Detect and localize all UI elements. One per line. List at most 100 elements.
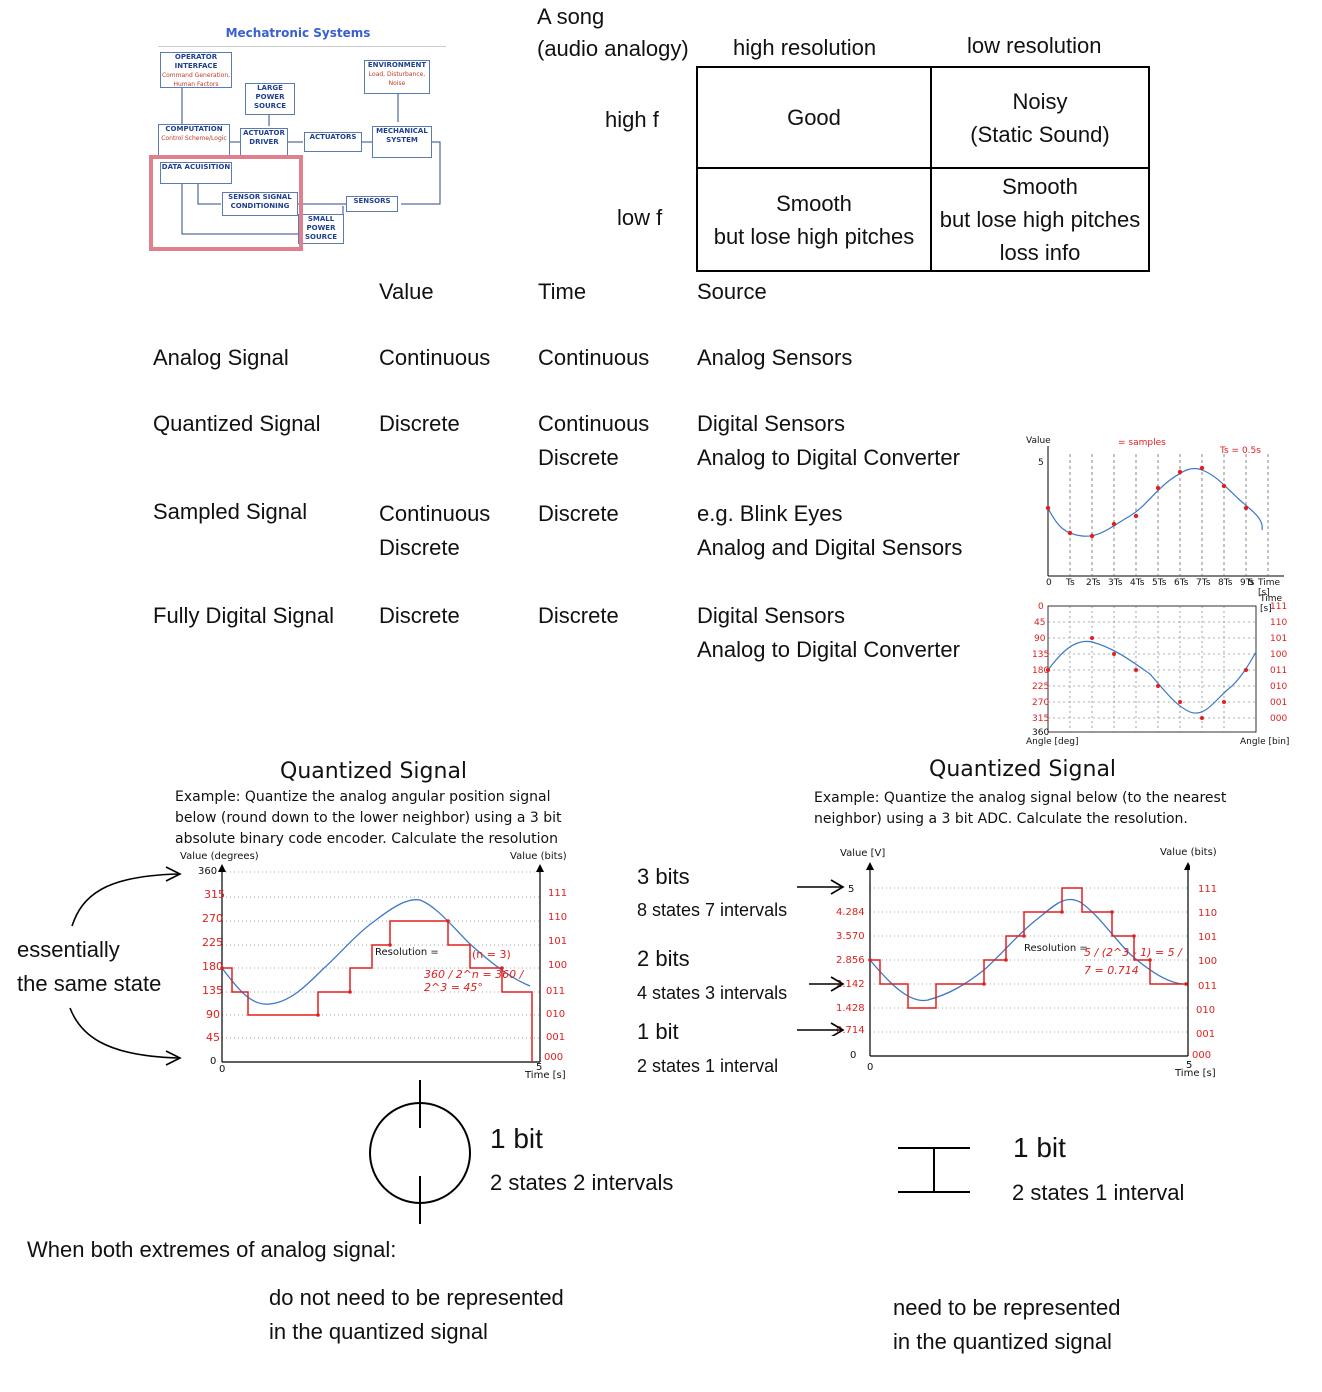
right-ytick-1428: 1.428 (836, 1003, 865, 1014)
sampled-plot: Value 5 = samples Ts = 0.5s Time [s] 0 T… (1022, 436, 1290, 598)
operator-label: OPERATOR INTERFACE (174, 53, 218, 70)
cell-smooth: Smooth (776, 190, 852, 216)
sampled-ylabel: Value (1026, 436, 1051, 446)
sampled-xlabel: Time [s] (1258, 578, 1281, 598)
right-y5: 5 (848, 884, 855, 895)
sampled-xtick-5: 5Ts (1152, 578, 1167, 588)
sampled-xtick-3: 3Ts (1108, 578, 1123, 588)
row-sampled-name: Sampled Signal (153, 499, 308, 524)
bits2-label: 2 bits (637, 946, 690, 971)
left-res-formula: 360 / 2^n = 360 / 2^3 = 45° (424, 968, 524, 994)
circle-sub: 2 states 2 intervals (490, 1170, 674, 1195)
right-quant-ylabel-left: Value [V] (840, 848, 886, 859)
left-x0: 0 (219, 1064, 226, 1075)
song-corner-line2: (audio analogy) (537, 36, 689, 61)
cell-high-f-high-res: Good (696, 66, 932, 169)
left-bit-010: 010 (546, 1009, 566, 1020)
row-digital-time: Discrete (538, 603, 619, 628)
right-res-label: Resolution = (1024, 943, 1088, 954)
sampled-plot-svg (1045, 446, 1284, 577)
left-x5: 5 (536, 1062, 543, 1073)
left-bit-000: 000 (544, 1052, 564, 1063)
song-col-low-res: low resolution (967, 33, 1102, 58)
digital-left-1: 45 (1034, 618, 1046, 628)
sampled-xtick-1: Ts (1066, 578, 1075, 588)
operator-sub: Command Generation, Human Factors (161, 72, 231, 88)
left-ytick-360: 360 (198, 866, 218, 877)
sensor-conditioning-box: SENSOR SIGNAL CONDITIONING (222, 192, 298, 216)
sampled-xtick-7: 7Ts (1196, 578, 1211, 588)
song-table: Good Noisy (Static Sound) Smooth but los… (696, 66, 1150, 272)
digital-left-bottom: Angle [deg] (1026, 737, 1079, 747)
digital-left-8: 360 (1032, 728, 1050, 738)
right-bit-100: 100 (1198, 956, 1218, 967)
right-quant-ylabel-right: Value (bits) (1160, 847, 1217, 858)
sampled-xtick-9: 9Ts (1240, 578, 1255, 588)
mechanical-system-box: MECHANICAL SYSTEM (372, 126, 432, 158)
header-value: Value (379, 279, 434, 304)
right-bit-110: 110 (1198, 908, 1218, 919)
sampled-ts-note: Ts = 0.5s (1220, 446, 1261, 456)
song-col-high-res: high resolution (733, 35, 877, 60)
mechatronic-diagram: Mechatronic Systems OPERATOR INTERFACE C… (148, 22, 448, 251)
diagram-title-rule (158, 46, 446, 47)
bits3-sub: 8 states 7 intervals (637, 900, 788, 920)
left-quant-title: Quantized Signal (280, 759, 468, 784)
right-x0: 0 (867, 1062, 874, 1073)
row-quantized-time-2: Discrete (538, 445, 619, 470)
digital-right-2: 010 (1270, 682, 1288, 692)
row-digital-name: Fully Digital Signal (153, 603, 334, 628)
left-xlabel: Time [s] (525, 1070, 566, 1081)
row-quantized-source-1: Digital Sensors (697, 411, 845, 436)
right-quant-desc-1: Example: Quantize the analog signal belo… (814, 790, 1227, 806)
large-power-box: LARGE POWER SOURCE (245, 83, 295, 115)
song-row-high-f: high f (605, 103, 659, 137)
bits2-sub: 4 states 3 intervals (637, 983, 788, 1003)
left-ytick-315: 315 (204, 888, 225, 901)
left-quant-desc-3: absolute binary code encoder. Calculate … (175, 831, 558, 847)
linear-range-icon (898, 1147, 970, 1193)
digital-right-1: 001 (1270, 698, 1288, 708)
circle-bit-label: 1 bit (490, 1123, 543, 1154)
header-time: Time (538, 279, 587, 304)
not-need-line1: do not need to be represented (269, 1285, 564, 1310)
cell-good: Good (787, 105, 841, 130)
left-bit-111: 111 (548, 888, 568, 899)
right-bit-111: 111 (1198, 884, 1218, 895)
digital-left-6: 270 (1032, 698, 1050, 708)
song-row-low-f: low f (617, 201, 662, 235)
left-bit-001: 001 (546, 1032, 566, 1043)
same-state-arrows (69, 866, 182, 1066)
cell-lose-pitches: but lose high pitches (713, 223, 915, 249)
cell-low-f-high-res: Smooth but lose high pitches (696, 167, 932, 272)
left-quant-desc-2: below (round down to the lower neighbor)… (175, 810, 562, 826)
row-digital-source-2: Analog to Digital Converter (697, 637, 960, 662)
cell-high-f-low-res: Noisy (Static Sound) (930, 66, 1150, 169)
song-corner-line1: A song (537, 4, 605, 29)
left-quant-ylabel-right: Value (bits) (510, 851, 567, 862)
digital-plot: Time [s] 0 45 90 135 180 225 270 315 360… (1026, 594, 1296, 747)
data-acquisition-box: DATA ACUISITION (160, 162, 232, 184)
same-state-line1: essentially (17, 937, 120, 962)
row-analog-time: Continuous (538, 345, 650, 370)
row-analog-name: Analog Signal (153, 345, 289, 370)
small-power-box: SMALL POWER SOURCE (298, 214, 344, 244)
right-ytick-2856: 2.856 (836, 955, 865, 966)
digital-left-4: 180 (1032, 666, 1050, 676)
right-bit-010: 010 (1196, 1005, 1216, 1016)
line-sub: 2 states 1 interval (1012, 1180, 1185, 1205)
row-quantized-time-1: Continuous (538, 411, 650, 436)
digital-left-2: 90 (1034, 634, 1046, 644)
left-n-note: (n = 3) (472, 948, 511, 961)
sampled-xtick-4: 4Ts (1130, 578, 1145, 588)
digital-right-6: 110 (1270, 618, 1288, 628)
digital-plot-svg (1046, 605, 1257, 733)
cell-noisy: Noisy (1012, 88, 1068, 114)
operator-interface-box: OPERATOR INTERFACE Command Generation, H… (160, 52, 232, 88)
row-analog-value: Continuous (379, 345, 491, 370)
digital-left-3: 135 (1032, 650, 1050, 660)
digital-left-5: 225 (1032, 682, 1050, 692)
sampled-xtick-0: 0 (1046, 578, 1052, 588)
right-quant-title: Quantized Signal (929, 757, 1117, 782)
computation-label: COMPUTATION (165, 125, 223, 133)
